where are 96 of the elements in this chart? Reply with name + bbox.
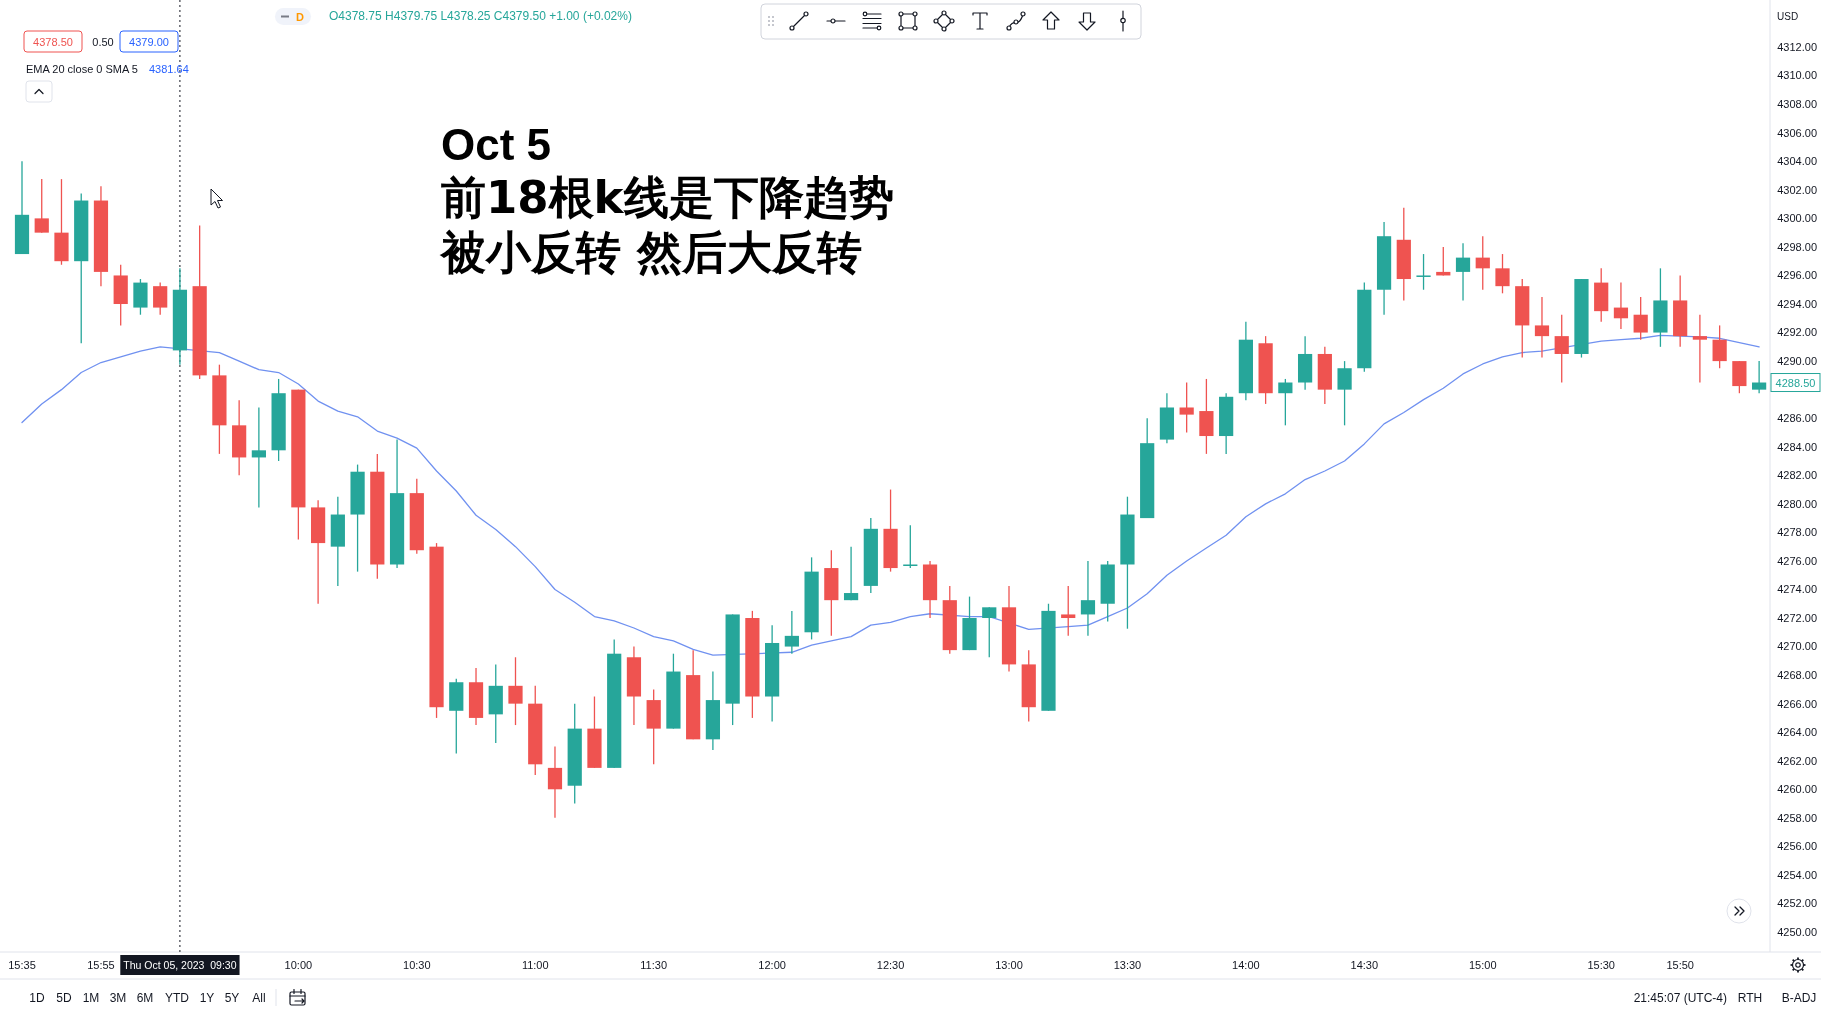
y-tick-label: 4264.00	[1777, 726, 1817, 739]
y-tick-label: 4256.00	[1777, 840, 1817, 853]
x-tick-label: 12:00	[758, 958, 786, 971]
text: All	[252, 991, 266, 1005]
y-tick-label: 4252.00	[1777, 897, 1817, 910]
annotation: O4378.75 H4379.75 L4378.25 C4379.50 +1.00 (+0.02%)	[329, 9, 632, 23]
y-tick-label: 4286.00	[1777, 412, 1817, 425]
candlestick	[547, 745, 563, 819]
annotation: 0.50	[92, 36, 114, 48]
y-tick-label: 4276.00	[1777, 554, 1817, 567]
line-series	[21, 334, 1760, 656]
x-tick-label: 11:00	[521, 958, 549, 971]
y-tick-label: 4278.00	[1777, 526, 1817, 539]
candlestick	[982, 606, 997, 658]
annotation: 4381.64	[149, 63, 189, 75]
candlestick	[508, 656, 523, 726]
candlestick	[1554, 314, 1569, 384]
y-tick-label: 4262.00	[1777, 754, 1817, 767]
candlestick	[1337, 360, 1352, 426]
y-tick-label: 4284.00	[1777, 440, 1817, 453]
y-tick-label: 4268.00	[1777, 668, 1817, 681]
x-tick-label: 15:00	[1468, 958, 1497, 971]
text: 1M	[82, 991, 100, 1005]
y-tick-label: 4302.00	[1777, 183, 1817, 196]
x-tick-label: 13:00	[995, 958, 1023, 971]
text: USD	[1777, 11, 1799, 22]
candlestick	[1080, 560, 1096, 637]
x-tick-label: 15:50	[1666, 958, 1694, 971]
y-tick-label: 4274.00	[1777, 583, 1817, 596]
y-tick-label: 4260.00	[1777, 783, 1817, 796]
x-tick-label: 10:00	[284, 958, 313, 971]
candlestick	[784, 610, 799, 655]
candlestick	[1613, 281, 1629, 330]
candlestick	[1495, 253, 1510, 294]
text: RTH	[1737, 991, 1763, 1005]
candlestick	[1752, 360, 1767, 394]
x-tick-label: 10:30	[403, 958, 431, 971]
candlestick	[1416, 253, 1431, 291]
candlestick	[1692, 314, 1707, 384]
text: 1D	[29, 991, 45, 1005]
y-tick-label: 4296.00	[1777, 269, 1817, 282]
text: 6M	[136, 991, 154, 1005]
candlestick	[1061, 585, 1076, 637]
annotation: EMA 20 close 0 SMA 5	[26, 63, 138, 75]
candlestick	[251, 406, 266, 509]
y-tick-label: 4250.00	[1777, 925, 1817, 938]
x-tick-label: 13:30	[1113, 958, 1142, 971]
y-tick-label: 4258.00	[1777, 811, 1817, 824]
y-tick-label: 4300.00	[1777, 212, 1817, 225]
y-tick-label: 4270.00	[1777, 640, 1817, 653]
y-tick-label: 4308.00	[1777, 98, 1817, 111]
candlestick	[1475, 235, 1490, 291]
y-tick-label: 4290.00	[1777, 354, 1817, 367]
text: 4288.50	[1775, 376, 1816, 389]
x-tick-label: 11:30	[640, 958, 668, 971]
y-tick-label: 4282.00	[1777, 469, 1817, 482]
candlestick	[1534, 296, 1550, 359]
y-tick-label: 4280.00	[1777, 497, 1817, 510]
y-tick-label: 4254.00	[1777, 868, 1817, 881]
x-tick-label: 14:30	[1350, 958, 1379, 971]
x-tick-label: 15:55	[87, 958, 115, 971]
annotation: 被小反转 然后大反转	[439, 226, 862, 279]
text: 5D	[56, 991, 72, 1005]
text: B-ADJ	[1781, 991, 1817, 1005]
text: 21:45:07 (UTC-4)	[1633, 991, 1727, 1005]
candlestick	[1633, 296, 1648, 341]
text: Oct 5	[441, 120, 552, 169]
candlestick	[153, 281, 168, 316]
y-tick-label: 4292.00	[1777, 326, 1817, 339]
candlestick	[1712, 324, 1727, 369]
annotation: D	[296, 10, 305, 23]
x-tick-label: 15:35	[8, 958, 36, 971]
candlestick	[1179, 381, 1194, 434]
candlestick	[1278, 378, 1293, 426]
x-tick-label: 12:30	[876, 958, 905, 971]
candlestick	[903, 524, 918, 569]
y-tick-label: 4312.00	[1777, 40, 1817, 53]
text: 前18根k线是下降趋势	[441, 171, 894, 224]
annotation: 4378.50	[33, 35, 73, 48]
y-tick-label: 4310.00	[1777, 69, 1817, 82]
y-tick-label: 4266.00	[1777, 697, 1817, 710]
y-tick-label: 4306.00	[1777, 126, 1817, 139]
annotation: 4379.00	[129, 35, 169, 48]
y-tick-label: 4298.00	[1777, 240, 1817, 253]
y-tick-label: 4304.00	[1777, 155, 1817, 168]
x-tick-label: 14:00	[1232, 958, 1260, 971]
y-tick-label: 4272.00	[1777, 611, 1817, 624]
text: YTD	[165, 991, 190, 1005]
text: 3M	[109, 991, 127, 1005]
candlestick	[34, 178, 49, 234]
candlestick	[843, 546, 859, 601]
text: 5Y	[224, 991, 240, 1005]
text: 1Y	[199, 991, 215, 1005]
x-tick-label: 15:30	[1587, 958, 1615, 971]
candlestick	[1455, 242, 1471, 302]
y-tick-label: 4294.00	[1777, 297, 1817, 310]
